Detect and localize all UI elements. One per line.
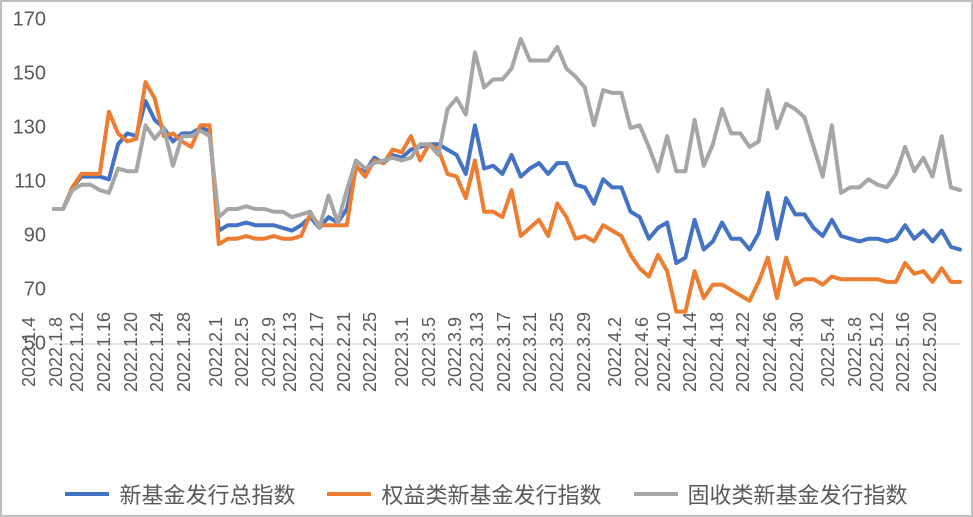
x-axis-tick-label: 2022.2.25 <box>360 312 381 392</box>
series-line-total <box>54 101 960 263</box>
x-axis-tick-label: 2022.1.4 <box>19 317 40 387</box>
x-axis-tick-label: 2022.5.20 <box>920 312 941 392</box>
x-axis-tick-label: 2022.5.16 <box>893 312 914 392</box>
y-axis-tick-label: 70 <box>24 279 54 302</box>
x-axis-tick-label: 2022.2.13 <box>280 312 301 392</box>
x-axis-tick-label: 2022.2.17 <box>307 312 328 392</box>
x-axis-tick-label: 2022.1.8 <box>46 317 67 387</box>
y-axis-tick-label: 130 <box>13 117 54 140</box>
legend-label: 权益类新基金发行指数 <box>381 478 601 510</box>
x-axis-tick-label: 2022.1.24 <box>147 312 168 392</box>
x-axis-tick-label: 2022.3.29 <box>574 312 595 392</box>
x-axis-tick-label: 2022.5.12 <box>867 312 888 392</box>
x-axis-tick-label: 2022.3.17 <box>494 312 515 392</box>
legend-swatch <box>634 492 678 496</box>
x-axis-tick-label: 2022.3.25 <box>547 312 568 392</box>
legend-swatch <box>327 492 371 496</box>
x-axis-tick-label: 2022.5.4 <box>818 317 839 387</box>
x-axis-tick-label: 2022.4.2 <box>605 317 626 387</box>
x-axis-tick-label: 2022.4.22 <box>733 312 754 392</box>
legend-swatch <box>65 492 109 496</box>
x-axis-tick-label: 2022.3.21 <box>520 312 541 392</box>
x-axis-tick-label: 2022.1.20 <box>121 312 142 392</box>
x-axis-tick-label: 2022.4.26 <box>760 312 781 392</box>
y-axis-tick-label: 90 <box>24 225 54 248</box>
y-axis-tick-label: 110 <box>14 171 54 194</box>
y-axis-tick-label: 170 <box>13 9 54 32</box>
x-axis-tick-label: 2022.2.9 <box>259 317 280 387</box>
chart-lines <box>54 20 960 344</box>
x-axis-tick-label: 2022.3.13 <box>467 312 488 392</box>
x-axis-tick-label: 2022.3.5 <box>419 317 440 387</box>
x-axis-tick-label: 2022.4.18 <box>707 312 728 392</box>
x-axis-tick-label: 2022.1.16 <box>94 312 115 392</box>
x-axis-tick-label: 2022.4.14 <box>680 312 701 392</box>
chart-plot-area: 507090110130150170 2022.1.42022.1.82022.… <box>54 20 960 344</box>
x-axis: 2022.1.42022.1.82022.1.122022.1.162022.1… <box>54 344 960 464</box>
x-axis-tick-label: 2022.2.1 <box>205 317 226 387</box>
x-axis-tick-label: 2022.3.1 <box>392 317 413 387</box>
x-axis-tick-label: 2022.4.10 <box>653 312 674 392</box>
chart-frame: 507090110130150170 2022.1.42022.1.82022.… <box>0 0 973 517</box>
x-axis-tick-label: 2022.2.5 <box>232 317 253 387</box>
x-axis-tick-label: 2022.2.21 <box>334 312 355 392</box>
x-axis-tick-label: 2022.1.12 <box>67 312 88 392</box>
x-axis-tick-label: 2022.5.8 <box>845 317 866 387</box>
legend-item-fixed_income: 固收类新基金发行指数 <box>634 478 908 510</box>
chart-legend: 新基金发行总指数 权益类新基金发行指数 固收类新基金发行指数 <box>2 478 971 510</box>
legend-item-equity: 权益类新基金发行指数 <box>327 478 601 510</box>
series-line-equity <box>54 82 960 312</box>
legend-item-total: 新基金发行总指数 <box>65 478 295 510</box>
x-axis-tick-label: 2022.4.30 <box>787 312 808 392</box>
legend-label: 固收类新基金发行指数 <box>688 478 908 510</box>
legend-label: 新基金发行总指数 <box>119 478 295 510</box>
x-axis-tick-label: 2022.3.9 <box>445 317 466 387</box>
x-axis-tick-label: 2022.1.28 <box>174 312 195 392</box>
y-axis-tick-label: 150 <box>13 63 54 86</box>
x-axis-tick-label: 2022.4.6 <box>632 317 653 387</box>
